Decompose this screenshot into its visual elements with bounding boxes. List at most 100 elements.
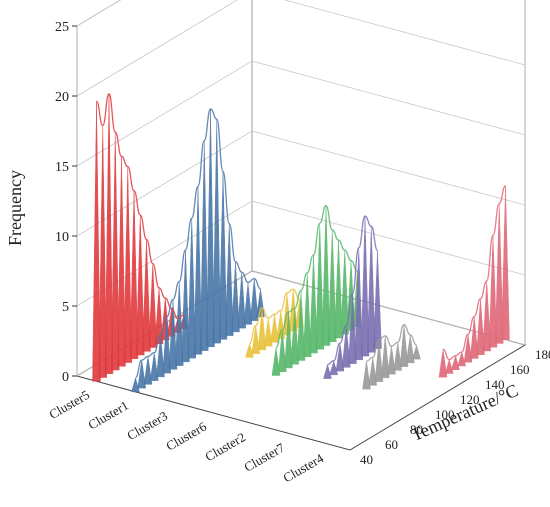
bar [309,254,318,354]
temperature-tick-label: 40 [360,452,373,467]
series-curve [135,108,261,379]
bar [469,316,479,359]
bar [256,288,265,318]
z-axis-title: Frequency [5,170,25,246]
bar [245,342,254,358]
bar [276,310,286,339]
category-label: Cluster1 [85,397,131,432]
bar [321,205,331,346]
bar [399,324,409,367]
bar [296,290,306,361]
bar [335,343,345,372]
bar [366,226,376,353]
bar [482,280,492,352]
bar [463,334,473,363]
bar [199,140,209,351]
bar [494,203,504,344]
bar [412,344,421,360]
bar [341,325,351,368]
temperature-tick-label: 160 [510,362,530,377]
z-tick-label: 25 [55,20,69,35]
bar [444,358,454,374]
temperature-tick-label: 120 [460,392,480,407]
temperature-tick-label: 100 [435,407,455,422]
series-curve [327,215,379,366]
bar [187,218,197,359]
bar [360,216,370,357]
bar [271,347,281,376]
bar [348,293,357,364]
bar [98,125,108,378]
bar [231,261,240,333]
bar [149,352,159,381]
bar [438,349,448,378]
bar [193,186,203,355]
bar [284,311,293,369]
bar [249,278,259,321]
bar [110,132,120,371]
category-label: Cluster3 [124,408,170,443]
z-tick-label: 5 [62,300,69,315]
bar [154,287,164,345]
bar [174,281,184,366]
bar [270,314,279,343]
bar [263,318,273,347]
bar [373,250,382,349]
bar [237,272,247,329]
bar [374,339,384,382]
category-label: Cluster5 [46,387,92,422]
bar [387,346,396,375]
bar [393,342,403,371]
bar [148,263,158,348]
bar [329,359,339,376]
series-curve [275,204,358,349]
bar [123,166,133,363]
bar [224,223,234,336]
bar [251,325,261,354]
bar [302,272,312,357]
bar [218,171,228,340]
bar [117,156,126,367]
series-curve [366,323,417,362]
grid-line [76,130,526,237]
category-label: Cluster6 [163,418,209,453]
chart-curves [95,93,506,379]
temperature-tick-label: 60 [385,437,398,452]
bar [368,357,378,386]
z-tick-label: 20 [55,90,69,105]
bar [457,351,467,367]
bar [257,307,267,351]
series-curve [249,288,300,345]
temperature-tick-label: 80 [410,422,423,437]
bar [451,354,460,370]
bar [488,235,498,348]
temperature-tick-label: 140 [485,377,505,392]
grid-line [76,60,526,167]
z-tick-label: 0 [62,370,69,385]
bar [156,334,165,378]
bar [135,215,145,356]
bar [327,229,337,342]
bar [340,250,350,335]
y-axis-title: Temperature/°C [408,380,521,445]
bar [137,360,147,389]
bar [212,119,222,344]
bar [334,239,343,339]
z-tick-label: 10 [55,230,69,245]
series-curve [442,185,506,361]
category-label: Cluster7 [241,440,287,475]
bar [277,329,287,372]
bar [405,334,415,364]
bar [380,335,390,379]
bar [129,190,139,360]
bar [362,361,371,390]
bar [143,356,153,385]
z-tick-label: 15 [55,160,69,175]
bar [315,223,325,350]
bar [290,308,300,365]
bar [142,239,151,352]
bar [104,93,114,375]
bar [501,185,510,340]
chart-bars [92,93,510,393]
bar [476,298,485,355]
